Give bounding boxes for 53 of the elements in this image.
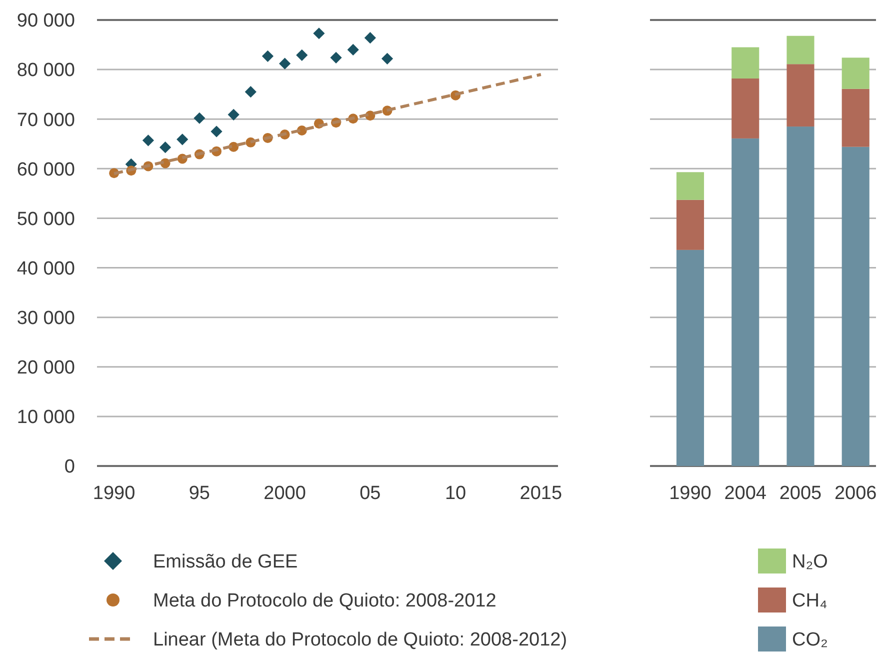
y-tick-label: 20 000 [16, 358, 75, 379]
bar [786, 126, 814, 466]
bar [732, 47, 760, 78]
y-tick-label: 40 000 [16, 258, 75, 280]
bar [676, 172, 704, 200]
y-tick-label: 0 [64, 456, 75, 478]
bar [842, 146, 870, 466]
legend-label: Emissão de GEE [153, 552, 298, 573]
point [210, 126, 222, 138]
point [194, 112, 206, 124]
x-tick-label: 95 [188, 483, 210, 504]
y-tick-label: 50 000 [16, 208, 75, 230]
x-tick-label: 05 [360, 483, 381, 504]
point [159, 142, 172, 154]
point [296, 49, 308, 61]
point [176, 134, 188, 146]
legend-label: Meta do Protocolo de Quioto: 2008-2012 [153, 590, 496, 612]
bar [732, 138, 760, 466]
point [347, 44, 359, 56]
x-tick-label: 2004 [724, 483, 767, 504]
bar [786, 36, 814, 64]
y-tick-label: 60 000 [16, 159, 75, 180]
legend-label: Linear (Meta do Protocolo de Quioto: 2008-2012) [153, 630, 568, 651]
legend-label: CO₂ [792, 630, 828, 651]
legend-label: CH₄ [792, 590, 828, 612]
bar [842, 88, 870, 147]
y-tick-label: 80 000 [16, 60, 75, 82]
x-tick-label: 2005 [779, 483, 822, 504]
y-tick-label: 10 000 [16, 407, 75, 428]
bar [676, 250, 704, 466]
y-tick-label: 30 000 [16, 308, 75, 329]
legend-label: N₂O [792, 552, 828, 573]
x-tick-label: 1990 [92, 483, 136, 504]
point [142, 134, 154, 146]
point [279, 58, 291, 70]
point [244, 86, 256, 98]
bar [842, 58, 870, 89]
x-tick-label: 10 [444, 483, 466, 504]
point [364, 32, 376, 44]
bar [676, 200, 704, 250]
point [381, 52, 394, 64]
bar [732, 78, 760, 138]
x-tick-label: 2000 [264, 483, 306, 504]
x-tick-label: 2015 [520, 483, 562, 504]
point [330, 52, 342, 64]
bar [786, 64, 814, 127]
point [313, 28, 325, 40]
y-tick-label: 90 000 [16, 10, 75, 32]
point [228, 108, 240, 120]
y-tick-label: 70 000 [16, 110, 75, 131]
x-tick-label: 2006 [834, 483, 877, 504]
point [262, 50, 274, 62]
x-tick-label: 1990 [669, 483, 712, 504]
